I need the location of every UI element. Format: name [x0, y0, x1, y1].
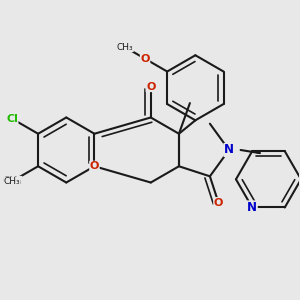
Text: O: O	[90, 161, 99, 171]
Text: CH₃: CH₃	[2, 176, 22, 186]
Text: O: O	[140, 54, 150, 64]
Text: O: O	[214, 198, 223, 208]
Text: N: N	[224, 143, 234, 157]
Text: O: O	[146, 82, 155, 92]
Text: CH₃: CH₃	[117, 43, 133, 52]
Text: CH₃: CH₃	[4, 177, 20, 186]
Text: Cl: Cl	[6, 114, 18, 124]
Text: N: N	[247, 201, 257, 214]
